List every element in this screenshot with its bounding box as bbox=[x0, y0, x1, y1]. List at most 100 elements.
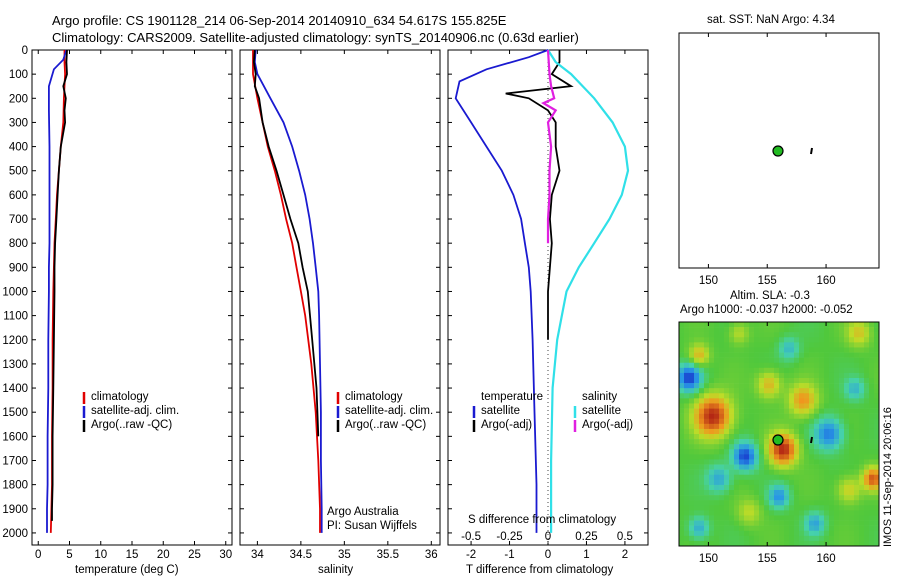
sla-cell bbox=[804, 408, 810, 414]
sla-cell bbox=[824, 347, 830, 353]
sla-cell bbox=[819, 383, 825, 389]
sla-cell bbox=[849, 327, 855, 333]
sla-cell bbox=[774, 342, 780, 348]
sla-cell bbox=[769, 403, 775, 409]
sla-cell bbox=[714, 337, 720, 343]
sla-cell bbox=[684, 362, 690, 369]
sla-cell bbox=[834, 439, 840, 445]
sla-cell bbox=[869, 342, 875, 348]
sla-cell bbox=[704, 469, 710, 476]
sla-cell bbox=[679, 459, 685, 465]
sla-cell bbox=[869, 372, 875, 379]
sla-cell bbox=[724, 362, 730, 369]
sla-cell bbox=[769, 408, 775, 414]
sla-cell bbox=[839, 342, 845, 348]
sla-cell bbox=[844, 439, 850, 445]
sla-cell bbox=[724, 469, 730, 476]
sla-cell bbox=[774, 423, 780, 430]
sla-cell bbox=[854, 464, 860, 470]
sla-cell bbox=[849, 418, 855, 425]
sla-cell bbox=[719, 413, 725, 420]
sla-cell bbox=[814, 378, 820, 384]
sla-cell bbox=[774, 347, 780, 353]
sla-cell bbox=[704, 454, 710, 460]
sla-cell bbox=[804, 479, 810, 486]
sla-cell bbox=[834, 449, 840, 455]
sla-cell bbox=[829, 525, 835, 532]
sst-map-axes bbox=[678, 32, 880, 269]
sla-cell bbox=[679, 322, 685, 328]
sla-cell bbox=[784, 347, 790, 353]
sla-cell bbox=[834, 444, 840, 450]
sla-cell bbox=[769, 352, 775, 358]
sla-cell bbox=[779, 413, 785, 420]
sla-cell bbox=[774, 398, 780, 404]
sla-cell bbox=[804, 525, 810, 532]
sla-cell bbox=[704, 393, 710, 399]
sla-cell bbox=[699, 367, 705, 374]
sla-cell bbox=[714, 454, 720, 460]
sla-cell bbox=[774, 378, 780, 384]
sla-cell bbox=[824, 393, 830, 399]
sla-cell bbox=[854, 449, 860, 455]
sla-cell bbox=[864, 479, 870, 486]
sla-cell bbox=[799, 428, 805, 435]
sla-cell bbox=[849, 449, 855, 455]
sla-cell bbox=[734, 322, 740, 328]
sla-cell bbox=[759, 423, 765, 430]
sla-cell bbox=[699, 510, 705, 516]
sla-cell bbox=[869, 495, 875, 501]
sla-cell bbox=[819, 540, 825, 547]
sla-cell bbox=[774, 327, 780, 333]
sla-cell bbox=[799, 322, 805, 328]
sla-cell bbox=[824, 357, 830, 364]
sla-cell bbox=[724, 342, 730, 348]
sla-cell bbox=[859, 479, 865, 486]
sla-cell bbox=[744, 459, 750, 465]
sla-cell bbox=[809, 520, 815, 526]
sla-cell bbox=[799, 352, 805, 358]
sla-cell bbox=[799, 408, 805, 414]
sla-cell bbox=[784, 357, 790, 364]
sla-map-axes bbox=[678, 321, 880, 547]
sla-cell bbox=[759, 378, 765, 384]
sla-cell bbox=[724, 515, 730, 521]
sla-cell bbox=[819, 459, 825, 465]
sla-cell bbox=[784, 332, 790, 338]
sla-cell bbox=[874, 469, 880, 476]
sla-cell bbox=[829, 439, 835, 445]
sla-cell bbox=[714, 459, 720, 465]
sla-cell bbox=[679, 505, 685, 511]
sla-cell bbox=[684, 530, 690, 537]
sal-legend-argo: Argo(..raw -QC) bbox=[345, 419, 427, 431]
sla-cell bbox=[689, 428, 695, 435]
sla-cell bbox=[764, 490, 770, 496]
sla-cell bbox=[704, 357, 710, 364]
sla-cell bbox=[839, 352, 845, 358]
sla-cell bbox=[754, 398, 760, 404]
sla-cell bbox=[729, 388, 735, 394]
sla-cell bbox=[789, 403, 795, 409]
sla-cell bbox=[709, 352, 715, 358]
sla-cell bbox=[714, 505, 720, 511]
sla-cell bbox=[714, 403, 720, 409]
sla-cell bbox=[749, 434, 755, 440]
sla-cell bbox=[754, 322, 760, 328]
sla-cell bbox=[774, 469, 780, 476]
sla-cell bbox=[759, 352, 765, 358]
sla-cell bbox=[874, 444, 880, 450]
sla-cell bbox=[694, 535, 700, 542]
sla-cell bbox=[699, 423, 705, 430]
sla-cell bbox=[794, 413, 800, 420]
sla-cell bbox=[854, 479, 860, 486]
sla-cell bbox=[809, 352, 815, 358]
sla-cell bbox=[764, 515, 770, 521]
sla-cell bbox=[814, 408, 820, 414]
sla-cell bbox=[679, 535, 685, 542]
sla-cell bbox=[874, 459, 880, 465]
sla-cell bbox=[729, 413, 735, 420]
sla-cell bbox=[804, 530, 810, 537]
sla-cell bbox=[739, 403, 745, 409]
sla-cell bbox=[754, 530, 760, 537]
depth-tick-label: 100 bbox=[9, 69, 28, 81]
